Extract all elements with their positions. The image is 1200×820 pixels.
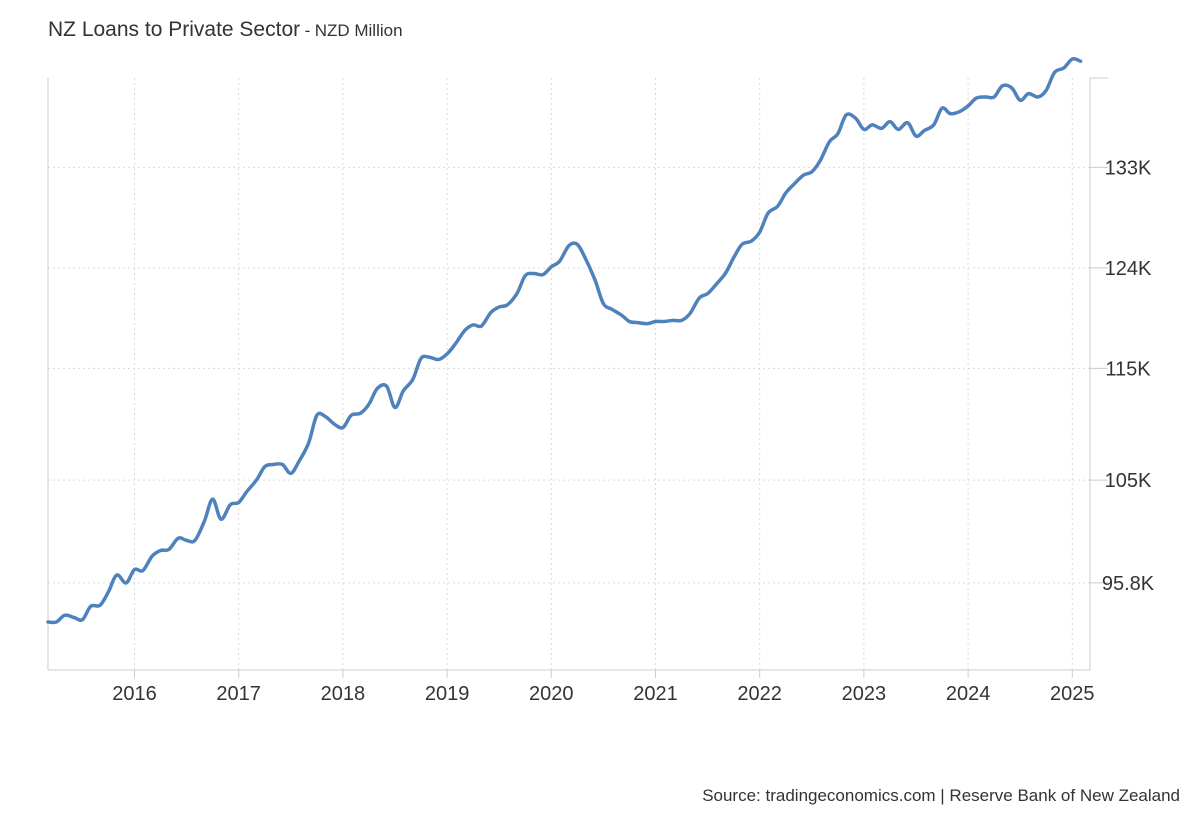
chart-unit: NZD Million [314, 21, 403, 40]
x-tick-label: 2020 [529, 683, 574, 705]
series-layer [46, 57, 1083, 625]
tick-labels: 2016 2017 2018 2019 2020 2021 2022 2023 2024 2025… [112, 157, 1155, 705]
y-tick-label: 115K [1105, 358, 1151, 380]
x-tick-label: 2017 [216, 683, 261, 705]
x-tick-label: 2019 [425, 683, 470, 705]
title-separator: - [304, 21, 311, 40]
y-tick-label: 105K [1105, 470, 1152, 492]
axis-frame [47, 77, 1108, 678]
chart-title-row: NZ Loans to Private Sector - NZD Million [48, 18, 403, 42]
x-tick-label: 2024 [946, 683, 991, 705]
x-tick-label: 2018 [321, 683, 366, 705]
y-tick-label: 124K [1105, 258, 1152, 280]
y-tick-label: 95.8K [1102, 573, 1155, 595]
x-tick-label: 2016 [112, 683, 157, 705]
x-tick-label: 2021 [633, 683, 678, 705]
y-tick-label: 133K [1105, 157, 1152, 179]
x-tick-label: 2023 [842, 683, 887, 705]
series-line [46, 57, 1083, 625]
chart-title: NZ Loans to Private Sector [48, 18, 301, 41]
x-tick-label: 2025 [1050, 683, 1095, 705]
grid-lines [48, 78, 1090, 670]
x-tick-label: 2022 [737, 683, 782, 705]
source-credit: Source: tradingeconomics.com | Reserve B… [702, 786, 1180, 805]
